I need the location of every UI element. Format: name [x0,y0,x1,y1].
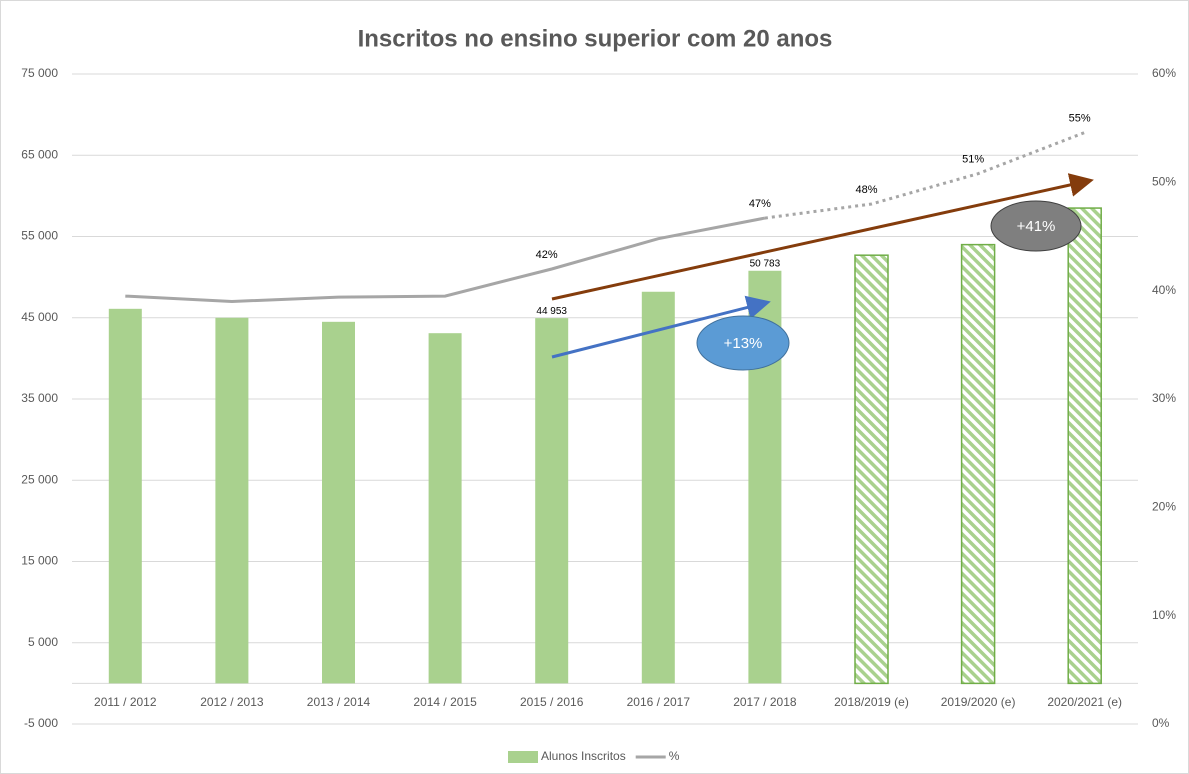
x-tick-label: 2017 / 2018 [733,695,797,709]
annotation: +13% [724,335,763,352]
x-tick-label: 2019/2020 (e) [941,695,1016,709]
bars [108,207,1102,685]
y2-tick-label: 60% [1152,66,1176,80]
arrow [551,173,1094,301]
annotation-bubble [696,315,790,371]
x-tick-label: 2011 / 2012 [94,695,157,709]
legend-label: % [669,749,680,763]
bar [322,321,355,684]
legend-swatch [508,751,538,763]
line-value-label: 55% [1069,112,1091,124]
y-tick-label: 65 000 [21,147,58,161]
y2-tick-label: 0% [1152,716,1170,730]
y2-tick-label: 20% [1152,500,1176,514]
x-tick-label: 2018/2019 (e) [834,695,909,709]
bar [108,308,142,684]
y2-tick-label: 50% [1152,175,1176,189]
arrow [551,295,771,359]
bar [1067,207,1102,685]
chart-title: Inscritos no ensino superior com 20 anos [358,25,833,52]
x-tick-label: 2020/2021 (e) [1047,695,1122,709]
annotation: +41% [1017,218,1056,235]
bar [535,318,569,684]
grid [72,73,1138,725]
y-tick-label: 35 000 [21,391,58,405]
line-value-label: 51% [962,154,984,166]
line-forecast [764,131,1086,220]
line-value-label: 48% [855,184,877,196]
labels: -5 000 5 000 15 000 25 000 35 000 45 000 55 00… [21,66,1176,763]
bar [960,243,996,685]
x-tick-label: 2015 / 2016 [520,695,584,709]
bar [854,254,889,685]
line-value-label: 47% [749,198,771,210]
y-tick-label: 5 000 [28,635,58,649]
line-value-label: 42% [536,249,558,261]
x-tick-label: 2012 / 2013 [200,695,264,709]
x-tick-label: 2014 / 2015 [413,695,477,709]
bar-value-label: 50 783 [750,258,781,269]
bar [215,317,249,684]
y2-tick-label: 10% [1152,608,1176,622]
x-tick-label: 2013 / 2014 [307,695,371,709]
bar [641,291,675,684]
y-tick-label: -5 000 [24,716,58,730]
y2-tick-label: 30% [1152,391,1176,405]
annotation-bubble [990,200,1082,252]
y-tick-label: 25 000 [21,472,58,486]
line [125,216,766,304]
y-tick-label: 55 000 [21,229,58,243]
y2-tick-label: 40% [1152,283,1176,297]
y-tick-label: 15 000 [21,554,58,568]
legend-label: Alunos Inscritos [541,749,626,763]
y-tick-label: 75 000 [21,66,58,80]
bar-value-label: 44 953 [536,306,567,317]
x-tick-label: 2016 / 2017 [627,695,691,709]
bar [428,333,462,684]
lines [125,131,1086,304]
y-tick-label: 45 000 [21,310,58,324]
